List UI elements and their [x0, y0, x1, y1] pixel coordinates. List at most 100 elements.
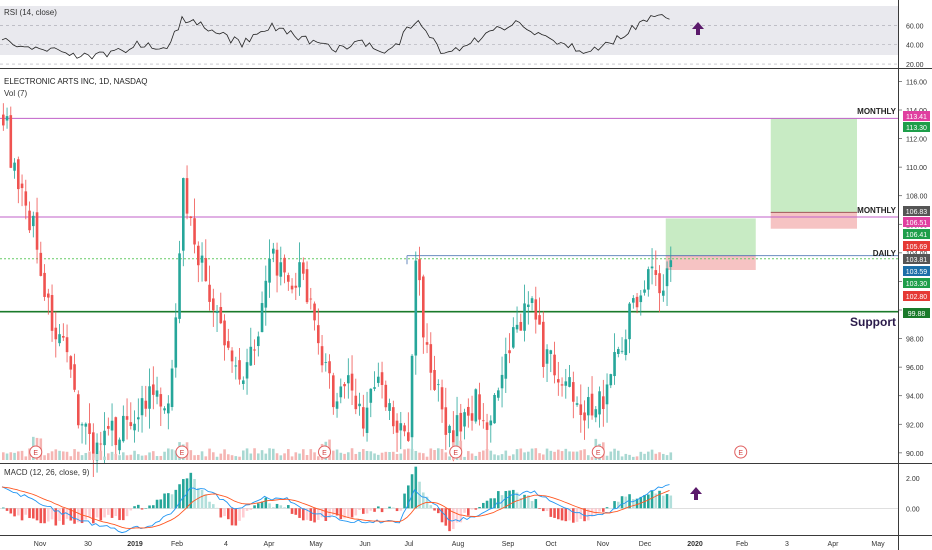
candle[interactable]	[620, 350, 624, 352]
candle[interactable]	[455, 415, 459, 448]
earnings-marker[interactable]	[734, 445, 748, 459]
price-label-badge[interactable]	[903, 291, 930, 301]
candle[interactable]	[433, 370, 436, 390]
candle[interactable]	[635, 296, 639, 308]
candle[interactable]	[422, 276, 425, 338]
candle[interactable]	[669, 260, 673, 268]
candle[interactable]	[148, 386, 151, 409]
candle[interactable]	[287, 275, 290, 282]
candle[interactable]	[43, 272, 46, 297]
price-label-badge[interactable]	[903, 122, 930, 132]
candle[interactable]	[650, 266, 654, 269]
candle[interactable]	[35, 212, 39, 250]
macd-line[interactable]	[1, 484, 670, 534]
candle[interactable]	[504, 353, 508, 379]
candle[interactable]	[572, 382, 575, 402]
price-label-badge[interactable]	[903, 278, 930, 288]
candle[interactable]	[249, 346, 253, 366]
stop-zone[interactable]	[665, 255, 756, 270]
candle[interactable]	[223, 320, 226, 346]
candle[interactable]	[107, 426, 110, 429]
candle[interactable]	[639, 295, 643, 303]
candle[interactable]	[260, 303, 264, 333]
candle[interactable]	[557, 379, 560, 383]
candle[interactable]	[174, 317, 178, 368]
candle[interactable]	[470, 413, 474, 421]
candle[interactable]	[410, 355, 414, 438]
earnings-marker[interactable]	[175, 445, 189, 459]
candle[interactable]	[155, 390, 159, 397]
candle[interactable]	[377, 376, 380, 383]
candle[interactable]	[275, 249, 279, 276]
candle[interactable]	[140, 398, 144, 416]
candle[interactable]	[365, 407, 369, 433]
candle[interactable]	[189, 216, 193, 218]
candle[interactable]	[388, 403, 391, 411]
candle[interactable]	[414, 260, 418, 356]
candle[interactable]	[515, 324, 519, 330]
candle[interactable]	[133, 423, 136, 431]
candle[interactable]	[474, 389, 478, 422]
candle[interactable]	[538, 315, 541, 325]
candle[interactable]	[197, 245, 200, 266]
candle[interactable]	[2, 114, 5, 126]
candle[interactable]	[647, 269, 650, 290]
candle[interactable]	[485, 422, 489, 430]
candle[interactable]	[369, 388, 373, 403]
candle[interactable]	[137, 417, 140, 420]
candle[interactable]	[272, 248, 275, 254]
candle[interactable]	[534, 299, 538, 320]
candle[interactable]	[362, 407, 365, 429]
candle[interactable]	[118, 439, 121, 451]
candle[interactable]	[47, 293, 50, 298]
candle[interactable]	[335, 401, 339, 409]
candle[interactable]	[328, 361, 331, 374]
candle[interactable]	[568, 377, 571, 387]
earnings-marker[interactable]	[29, 445, 43, 459]
candle[interactable]	[88, 423, 91, 434]
candle[interactable]	[643, 289, 646, 293]
candle[interactable]	[418, 259, 421, 281]
candle[interactable]	[110, 420, 114, 431]
candle[interactable]	[425, 342, 429, 345]
candle[interactable]	[73, 364, 76, 390]
candle[interactable]	[39, 252, 43, 276]
price-label-badge[interactable]	[903, 111, 930, 121]
candle[interactable]	[159, 394, 163, 407]
candle[interactable]	[602, 396, 605, 410]
candle[interactable]	[587, 397, 590, 416]
candle[interactable]	[380, 372, 384, 385]
candle[interactable]	[125, 416, 129, 420]
candle[interactable]	[50, 295, 54, 331]
candle[interactable]	[332, 375, 335, 408]
candle[interactable]	[489, 420, 493, 426]
candle[interactable]	[152, 384, 155, 395]
candle[interactable]	[182, 178, 185, 251]
candle[interactable]	[114, 417, 118, 446]
candle[interactable]	[590, 393, 594, 416]
candle[interactable]	[440, 387, 444, 410]
candle[interactable]	[497, 390, 500, 398]
price-label-badge[interactable]	[903, 217, 930, 227]
candle[interactable]	[208, 284, 211, 302]
candle[interactable]	[354, 395, 358, 410]
candle[interactable]	[598, 391, 601, 415]
candle[interactable]	[317, 325, 320, 344]
candle[interactable]	[399, 423, 403, 431]
candle[interactable]	[69, 356, 73, 370]
candle[interactable]	[605, 384, 609, 405]
candle[interactable]	[32, 215, 35, 227]
candle[interactable]	[530, 298, 534, 303]
candle[interactable]	[294, 285, 298, 288]
candle[interactable]	[467, 406, 470, 416]
candle[interactable]	[429, 344, 433, 373]
candle[interactable]	[392, 407, 395, 427]
candle[interactable]	[283, 257, 286, 273]
candle[interactable]	[92, 432, 95, 458]
candle[interactable]	[305, 269, 309, 303]
candle[interactable]	[579, 404, 583, 415]
candle[interactable]	[62, 336, 65, 338]
candle[interactable]	[313, 303, 316, 321]
candle[interactable]	[628, 303, 631, 340]
